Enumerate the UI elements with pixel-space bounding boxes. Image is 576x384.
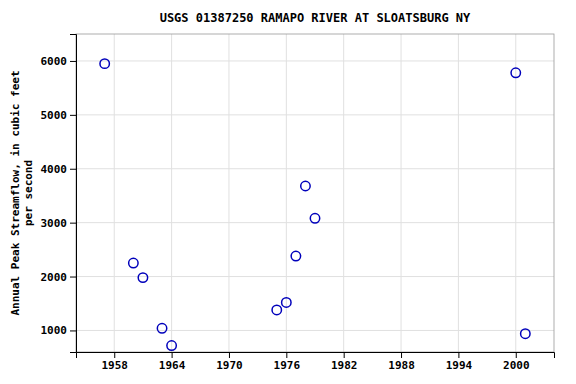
x-axis-tick-label: 1976: [274, 359, 301, 372]
y-axis-tick-label: 6000: [41, 55, 68, 68]
point: [272, 305, 281, 314]
x-axis-tick-label: 1964: [159, 359, 186, 372]
y-axis-tick: 3000: [41, 217, 77, 230]
title: USGS 01387250 RAMAPO RIVER AT SLOATSBURG…: [160, 11, 471, 25]
grid-line-x: [114, 34, 115, 352]
y-axis-tick-mark: [70, 61, 76, 62]
x-axis-tick: 1964: [159, 352, 186, 372]
plot: 1958 1964 1970 1976 1982 1988 1994 2000 1000 2000…: [41, 34, 555, 372]
grid-line-y: [76, 330, 554, 331]
grid-line-x: [228, 34, 229, 352]
grid-line-y: [76, 60, 554, 61]
point: [282, 298, 291, 307]
grid-line-x: [458, 34, 459, 352]
plot-frame: [76, 34, 554, 352]
x-axis-tick-label: 1958: [101, 359, 128, 372]
x-axis-tick: 1994: [446, 352, 473, 372]
y-axis-tick-label: 5000: [41, 109, 68, 122]
y-axis-tick-mark: [70, 277, 76, 278]
x-axis-tick: 1988: [388, 352, 415, 372]
y-axis: 1000 2000 3000 4000 5000 6000: [41, 35, 77, 353]
grid-line-y: [76, 168, 554, 169]
x-axis-tick-label: 1988: [388, 359, 415, 372]
chart: 1958 1964 1970 1976 1982 1988 1994 2000 1000 2000…: [0, 0, 576, 384]
x-axis-tick: 1976: [274, 352, 301, 372]
grid-line-x: [401, 34, 402, 352]
y-axis-tick-label: 4000: [41, 163, 68, 176]
y-axis-tick-mark: [70, 330, 76, 331]
y-axis-tick: 4000: [41, 163, 77, 176]
x-axis-tick-mark: [172, 352, 173, 358]
x-axis-tick-mark: [286, 352, 287, 358]
y-axis-tick-label: 1000: [41, 324, 68, 337]
x-axis-domain: [77, 353, 555, 359]
x-axis-tick-mark: [401, 352, 402, 358]
x-axis: 1958 1964 1970 1976 1982 1988 1994 2000: [77, 352, 555, 372]
x-axis-tick-label: 1982: [331, 359, 358, 372]
y-axis-tick: 6000: [41, 55, 77, 68]
point: [521, 329, 530, 338]
y-axis-tick: 2000: [41, 271, 77, 284]
y-axis-domain: [70, 35, 77, 353]
grid-line-x: [515, 34, 516, 352]
point: [511, 68, 520, 77]
x-axis-tick: 2000: [503, 352, 530, 372]
x-axis-tick: 1970: [216, 352, 243, 372]
x-axis-tick-label: 1970: [216, 359, 243, 372]
x-axis-tick-mark: [344, 352, 345, 358]
point: [310, 214, 319, 223]
x-axis-tick-mark: [458, 352, 459, 358]
x-axis-tick-mark: [114, 352, 115, 358]
point: [167, 341, 176, 350]
grid-line-x: [286, 34, 287, 352]
point: [157, 324, 166, 333]
x-axis-tick-label: 2000: [503, 359, 530, 372]
point: [129, 258, 138, 267]
grid: [76, 34, 554, 352]
y-axis-tick-mark: [70, 169, 76, 170]
grid-line-x: [343, 34, 344, 352]
y-axis-tick-label: 3000: [41, 217, 68, 230]
y-axis-tick-label: 2000: [41, 271, 68, 284]
x-axis-tick-mark: [516, 352, 517, 358]
x-axis-tick-mark: [229, 352, 230, 358]
point: [291, 251, 300, 260]
y-label-line: per second: [22, 160, 35, 226]
y-axis-tick: 5000: [41, 109, 77, 122]
point: [301, 181, 310, 190]
y-axis-tick: 1000: [41, 324, 77, 337]
point: [100, 59, 109, 68]
y-label: Annual Peak Streamflow, in cubic feetper…: [9, 70, 35, 315]
x-axis-tick: 1982: [331, 352, 358, 372]
y-label-line: Annual Peak Streamflow, in cubic feet: [9, 70, 22, 315]
points: [100, 59, 530, 350]
x-axis-tick-label: 1994: [446, 359, 473, 372]
grid-line-y: [76, 114, 554, 115]
y-axis-tick-mark: [70, 223, 76, 224]
y-axis-tick-mark: [70, 115, 76, 116]
grid-line-x: [171, 34, 172, 352]
x-axis-tick: 1958: [101, 352, 128, 372]
point: [138, 273, 147, 282]
